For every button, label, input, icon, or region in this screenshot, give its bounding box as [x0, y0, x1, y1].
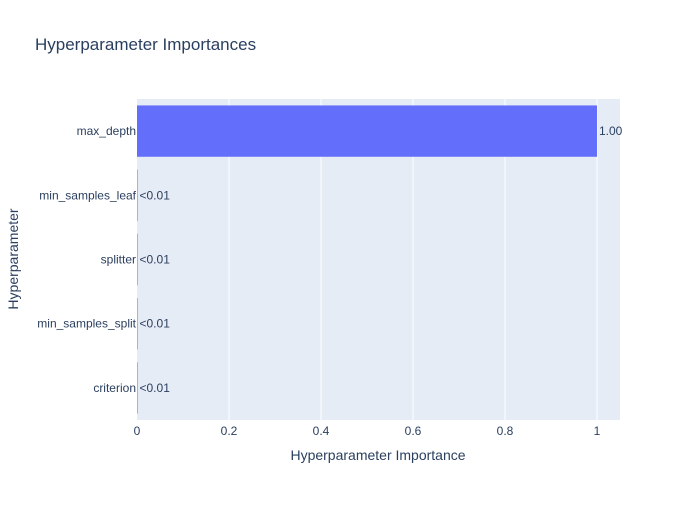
y-tick-label: max_depth [77, 124, 136, 138]
x-tick-label: 0.8 [497, 424, 514, 438]
x-axis-tick-labels: 0 0.2 0.4 0.6 0.8 1 [134, 424, 601, 438]
data-label: <0.01 [140, 317, 171, 331]
y-axis-tick-labels: max_depth min_samples_leaf splitter min_sam… [37, 124, 136, 395]
bar-min-samples-leaf [137, 169, 138, 221]
data-label: 1.00 [599, 124, 623, 138]
y-tick-label: min_samples_split [37, 317, 136, 331]
bars [137, 105, 597, 414]
x-tick-label: 0.6 [405, 424, 422, 438]
data-label: <0.01 [140, 188, 171, 202]
x-axis-title: Hyperparameter Importance [290, 447, 465, 463]
y-tick-label: min_samples_leaf [39, 188, 136, 202]
bar-max-depth [137, 105, 597, 157]
x-tick-label: 1 [594, 424, 601, 438]
y-tick-label: criterion [93, 381, 136, 395]
data-labels: 1.00 <0.01 <0.01 <0.01 <0.01 [140, 124, 623, 395]
y-axis-title: Hyperparameter [5, 208, 21, 309]
chart-title: Hyperparameter Importances [35, 35, 256, 54]
x-tick-label: 0.4 [313, 424, 330, 438]
data-label: <0.01 [140, 253, 171, 267]
bar-min-samples-split [137, 298, 138, 350]
bar-splitter [137, 233, 138, 286]
x-tick-label: 0 [134, 424, 141, 438]
x-tick-label: 0.2 [221, 424, 238, 438]
y-tick-label: splitter [101, 253, 136, 267]
data-label: <0.01 [140, 381, 171, 395]
bar-criterion [137, 362, 138, 414]
